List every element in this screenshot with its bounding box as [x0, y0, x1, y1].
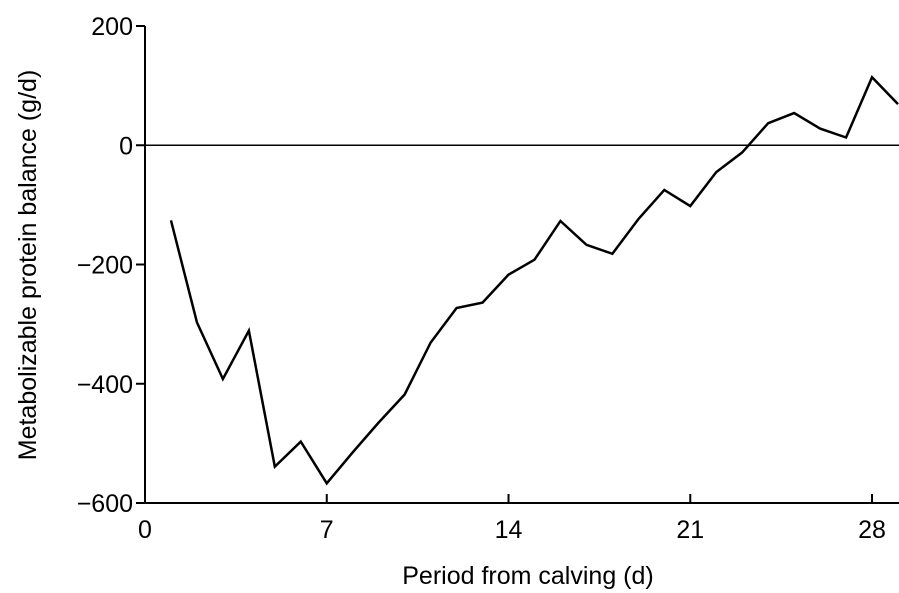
x-tick-label: 14: [495, 516, 523, 544]
x-tick-label: 21: [676, 516, 704, 544]
x-tick-label: 0: [138, 516, 152, 544]
y-tick-label: −200: [77, 252, 133, 280]
y-axis-label: Metabolizable protein balance (g/d): [14, 70, 42, 461]
x-tick-label: 7: [320, 516, 334, 544]
y-tick-label: 200: [91, 13, 133, 41]
y-tick-label: −400: [77, 371, 133, 399]
x-axis-label: Period from calving (d): [402, 562, 653, 590]
data-line: [169, 75, 899, 486]
x-tick-label: 28: [858, 516, 886, 544]
y-tick-label: −600: [77, 490, 133, 518]
y-tick-label: 0: [119, 132, 133, 160]
